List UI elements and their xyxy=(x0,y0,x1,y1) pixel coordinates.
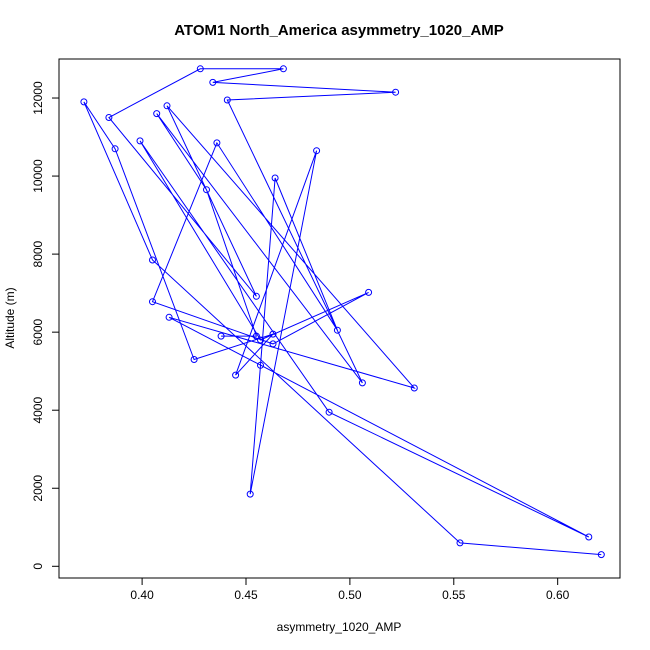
data-point xyxy=(333,326,341,334)
x-tick-label: 0.50 xyxy=(338,588,362,602)
data-point xyxy=(246,490,254,498)
data-point xyxy=(165,313,173,321)
data-point xyxy=(190,356,198,363)
x-tick-label: 0.40 xyxy=(130,588,154,602)
data-point xyxy=(257,361,264,369)
data-point xyxy=(410,384,418,392)
series-layer xyxy=(80,65,605,559)
data-point xyxy=(585,533,593,541)
data-point xyxy=(163,102,171,110)
data-point xyxy=(597,551,605,559)
data-point xyxy=(252,332,260,340)
x-axis: 0.40 0.45 0.50 0.55 0.60 xyxy=(130,577,570,602)
data-point xyxy=(213,139,221,147)
data-point xyxy=(279,65,287,73)
x-axis-label: asymmetry_1020_AMP xyxy=(277,620,402,634)
data-point xyxy=(232,371,240,379)
y-tick-label: 2000 xyxy=(31,475,45,502)
data-point xyxy=(149,298,156,306)
y-tick-label: 0 xyxy=(31,563,45,570)
data-point xyxy=(217,332,225,340)
data-point xyxy=(365,288,373,296)
data-point xyxy=(149,256,156,264)
data-point xyxy=(257,336,264,344)
data-point xyxy=(271,174,279,182)
data-point xyxy=(105,114,113,121)
chart-title: ATOM1 North_America asymmetry_1020_AMP xyxy=(174,22,504,39)
x-tick-label: 0.60 xyxy=(546,588,570,602)
data-point xyxy=(80,98,88,106)
data-point xyxy=(269,340,277,348)
x-tick-label: 0.45 xyxy=(234,588,258,602)
data-point xyxy=(252,292,260,300)
y-tick-label: 8000 xyxy=(31,240,45,267)
data-point xyxy=(209,78,217,86)
data-point xyxy=(203,186,210,194)
data-point xyxy=(153,110,161,118)
series-line xyxy=(83,68,602,556)
y-tick-label: 4000 xyxy=(31,397,45,424)
data-point xyxy=(456,539,464,547)
x-tick-label: 0.55 xyxy=(442,588,466,602)
y-tick-label: 12000 xyxy=(31,81,45,115)
data-point xyxy=(196,65,204,73)
data-point xyxy=(358,379,366,387)
data-point xyxy=(392,88,400,96)
plot-frame xyxy=(58,58,621,579)
data-point xyxy=(111,145,119,153)
data-point xyxy=(313,147,321,155)
data-point xyxy=(223,96,231,104)
data-point xyxy=(136,137,144,145)
y-axis-label: Altitude (m) xyxy=(3,287,17,348)
y-tick-label: 10000 xyxy=(31,159,45,193)
data-point xyxy=(325,408,333,416)
data-point xyxy=(269,330,277,338)
y-axis: 0 2000 4000 6000 8000 10000 12000 xyxy=(31,81,60,570)
y-tick-label: 6000 xyxy=(31,318,45,345)
